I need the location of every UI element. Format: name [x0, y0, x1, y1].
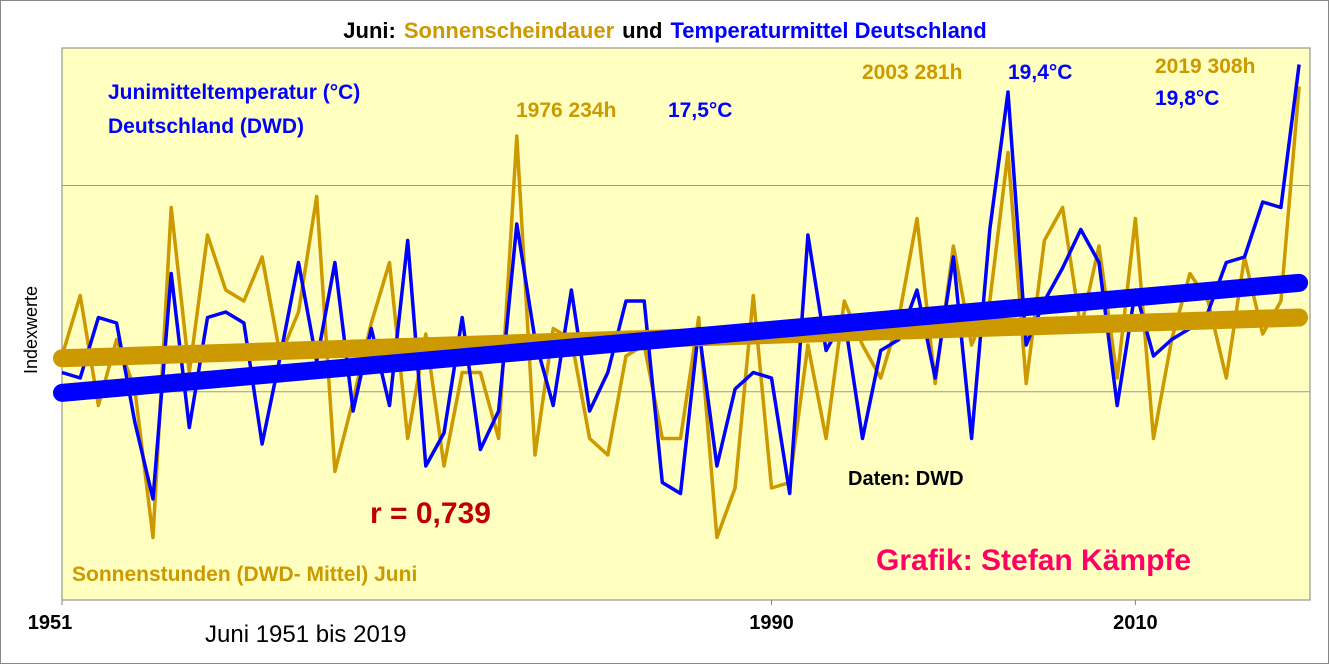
data-line: [61, 64, 1301, 501]
title-part: Juni:: [343, 18, 396, 43]
title-part: Temperaturmittel Deutschland: [670, 18, 986, 43]
annotation: Juni 1951 bis 2019: [205, 621, 407, 648]
annotation: 2003 281h: [862, 61, 962, 84]
annotation: 19,4°C: [1008, 61, 1072, 84]
annotation: Junimitteltemperatur (°C): [108, 81, 360, 104]
annotation: 1976 234h: [516, 99, 616, 122]
y-axis-label: Indexwerte: [21, 286, 41, 374]
chart-title: Juni: Sonnenscheindauer und Temperaturmitte…: [343, 18, 986, 43]
x-tick-label: 1951: [28, 612, 73, 634]
x-tick-label: 1990: [749, 612, 794, 634]
x-tick-label: 2010: [1113, 612, 1158, 634]
trend-line: [53, 273, 1309, 402]
annotation: 19,8°C: [1155, 87, 1219, 110]
title-part: und: [622, 18, 662, 43]
annotation: 17,5°C: [668, 99, 732, 122]
annotation: Deutschland (DWD): [108, 115, 304, 138]
annotation: 2019 308h: [1155, 55, 1255, 78]
annotation: Grafik: Stefan Kämpfe: [876, 544, 1191, 577]
annotation: r = 0,739: [370, 497, 491, 530]
annotation: Sonnenstunden (DWD- Mittel) Juni: [72, 563, 417, 586]
data-line: [60, 86, 1301, 540]
annotation: Daten: DWD: [848, 468, 964, 490]
title-part: Sonnenscheindauer: [404, 18, 615, 43]
